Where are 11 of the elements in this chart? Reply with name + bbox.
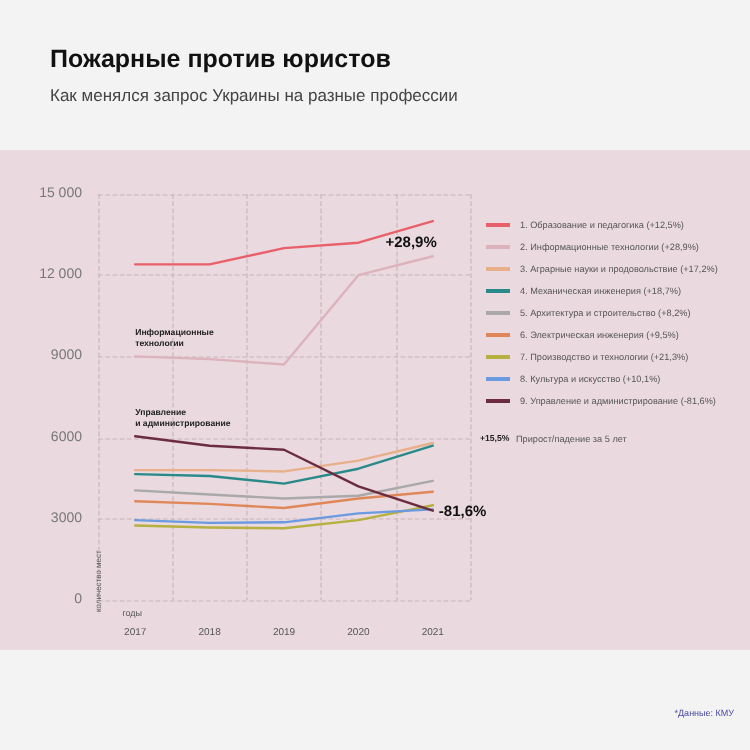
line-series — [134, 255, 434, 366]
line-series — [134, 508, 434, 525]
line-series — [134, 219, 434, 266]
line-series — [134, 444, 434, 485]
chart-subtitle: Как менялся запрос Украины на разные профессии — [50, 85, 459, 105]
line-series — [134, 504, 434, 530]
line-series — [134, 490, 434, 510]
line-series — [134, 479, 434, 500]
line-series — [134, 441, 434, 473]
line-series — [134, 435, 434, 512]
chart-title: Пожарные против юристов — [50, 45, 392, 73]
